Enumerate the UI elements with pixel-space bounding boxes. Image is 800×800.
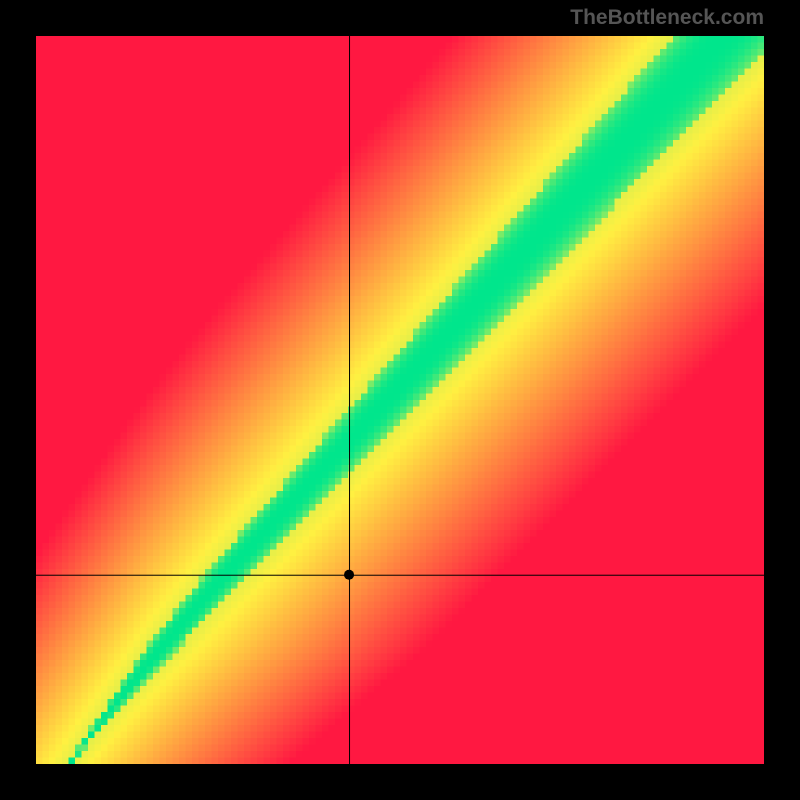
bottleneck-heatmap-canvas: [36, 36, 764, 764]
watermark-text: TheBottleneck.com: [570, 6, 764, 30]
chart-root: TheBottleneck.com: [0, 0, 800, 800]
